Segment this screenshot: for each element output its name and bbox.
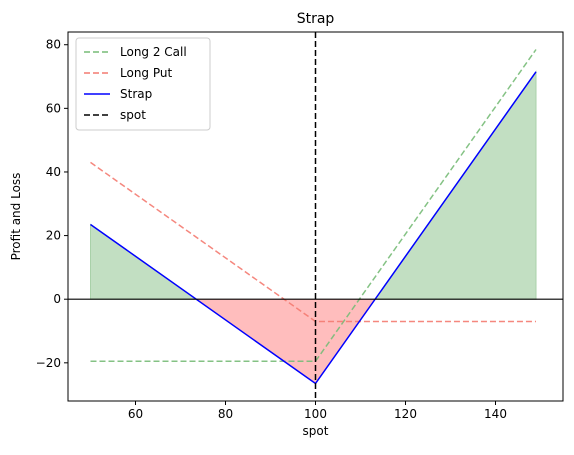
legend-label-spot: spot [120, 108, 146, 122]
legend-label-strap: Strap [120, 87, 152, 101]
x-axis-ticks: 60 80 100 120 140 [128, 401, 507, 421]
y-tick-label-40: 40 [46, 165, 61, 179]
x-axis-label: spot [303, 424, 329, 438]
legend-box [75, 37, 211, 131]
y-tick-label-0: 0 [53, 292, 61, 306]
y-tick-label-20: 20 [46, 229, 61, 243]
x-tick-label-140: 140 [484, 407, 507, 421]
y-tick-label--20: −20 [36, 356, 61, 370]
x-tick-label-80: 80 [218, 407, 233, 421]
loss-fill-area-2 [196, 299, 376, 384]
x-tick-label-100: 100 [304, 407, 327, 421]
y-tick-label-60: 60 [46, 101, 61, 115]
legend-label-long-put: Long Put [120, 66, 172, 80]
chart-title: Strap [297, 11, 335, 27]
y-axis-label: Profit and Loss [9, 173, 23, 261]
y-axis-ticks: −20 0 20 40 60 80 [36, 38, 68, 370]
reference-lines [68, 32, 563, 401]
x-tick-label-60: 60 [128, 407, 143, 421]
legend-label-long-2-call: Long 2 Call [120, 45, 187, 59]
y-tick-label-80: 80 [46, 38, 61, 52]
x-tick-label-120: 120 [394, 407, 417, 421]
legend: Long 2 Call Long Put Strap spot [75, 37, 211, 131]
